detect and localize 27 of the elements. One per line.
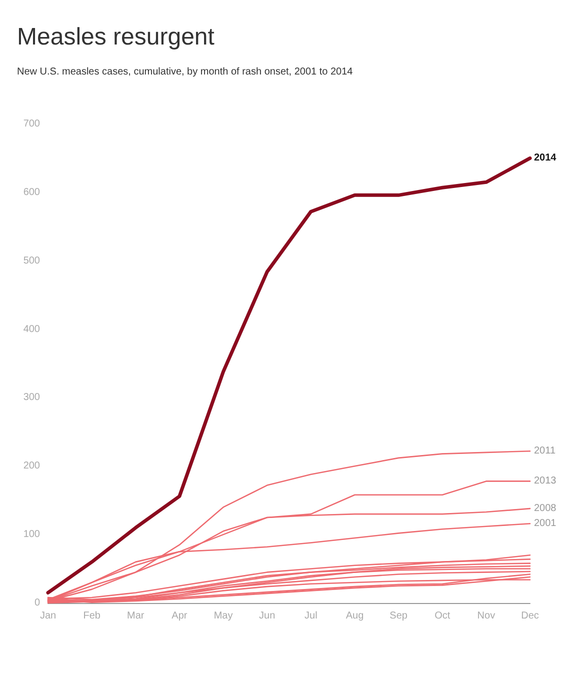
x-tick-label: Aug — [346, 610, 364, 622]
x-tick-label: Sep — [390, 610, 408, 622]
series-label: 2001 — [534, 518, 557, 530]
x-tick-label: May — [214, 610, 233, 622]
x-tick-label: Mar — [127, 610, 145, 622]
chart-title: Measles resurgent — [17, 24, 215, 50]
x-tick-label: Nov — [477, 610, 496, 622]
y-tick-label: 700 — [23, 118, 40, 130]
x-tick-label: Jun — [259, 610, 276, 622]
y-tick-label: 400 — [23, 324, 40, 335]
y-tick-label: 0 — [34, 598, 40, 608]
y-tick-label: 300 — [23, 392, 40, 404]
series-label: 2011 — [534, 446, 556, 457]
y-tick-label: 600 — [23, 186, 40, 198]
chart-subtitle: New U.S. measles cases, cumulative, by month of rash onset, 2001 to 2014 — [17, 66, 354, 78]
x-tick-label: Dec — [521, 610, 539, 622]
x-tick-label: Jul — [304, 610, 318, 622]
series-label: 2013 — [534, 476, 557, 487]
x-tick-label: Oct — [434, 610, 450, 622]
x-tick-label: Apr — [172, 610, 188, 622]
x-tick-label: Feb — [83, 610, 101, 622]
y-tick-label: 500 — [23, 255, 40, 266]
series-label: 2014 — [534, 152, 557, 164]
series-label: 2008 — [534, 503, 557, 514]
y-tick-label: 100 — [23, 529, 40, 540]
y-tick-label: 200 — [23, 460, 40, 472]
x-tick-label: Jan — [40, 610, 56, 622]
